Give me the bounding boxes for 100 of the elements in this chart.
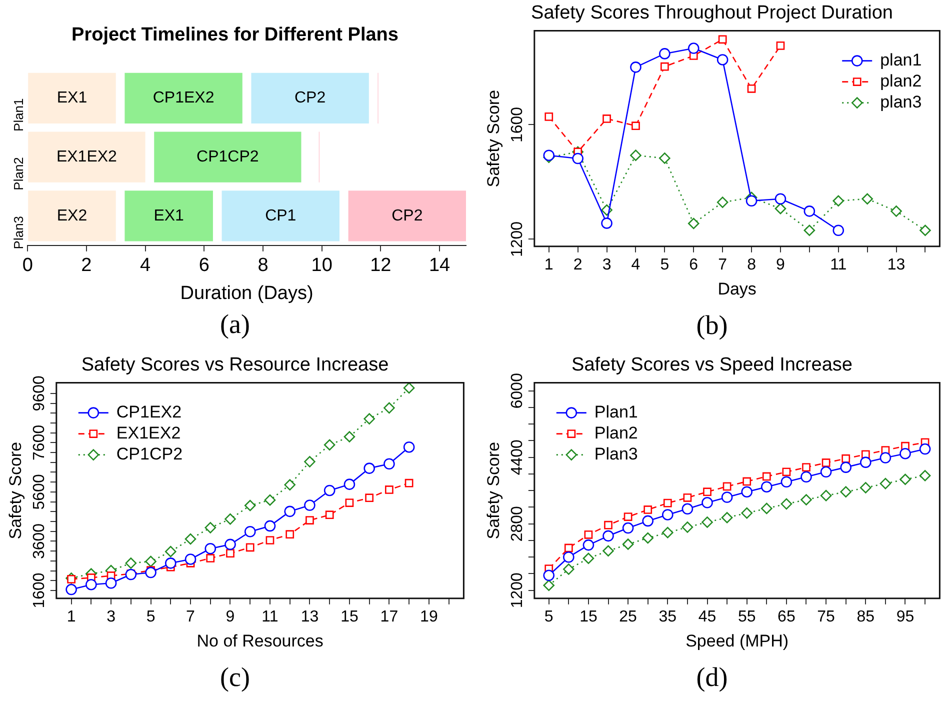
point <box>716 54 728 66</box>
x-tick-label: 35 <box>658 608 677 626</box>
point <box>264 520 276 532</box>
x-tick-label: 2 <box>81 255 92 276</box>
point <box>776 42 785 50</box>
point <box>880 452 892 464</box>
x-tick-label: 5 <box>146 608 156 626</box>
point <box>741 507 752 519</box>
y-axis-title: Safety Score <box>484 442 503 540</box>
x-tick-label: 55 <box>738 608 756 626</box>
point <box>244 500 256 512</box>
bar <box>222 190 340 242</box>
point <box>543 580 555 592</box>
x-tick-label: 15 <box>580 608 598 626</box>
x-axis-title: Duration (Days) <box>180 282 314 304</box>
bar <box>28 72 116 124</box>
x-axis-title: Days <box>718 279 756 298</box>
y-tick-label: 9600 <box>30 375 48 412</box>
point <box>900 474 911 486</box>
point <box>164 546 176 558</box>
y-tick-label: 2800 <box>508 506 526 542</box>
y-tick-label: 5600 <box>30 474 48 510</box>
x-tick-label: 11 <box>262 608 278 626</box>
point <box>306 516 314 524</box>
point <box>688 218 700 230</box>
point <box>184 533 196 545</box>
data-label: EX1EX2 <box>56 148 118 166</box>
point <box>880 478 892 490</box>
data-label: EX1 <box>154 207 184 224</box>
x-tick-label: 95 <box>896 608 914 626</box>
point <box>284 506 296 518</box>
bar <box>28 190 116 242</box>
point <box>304 456 316 468</box>
point <box>582 552 594 564</box>
x-tick-label: 8 <box>747 256 756 274</box>
point <box>325 510 334 520</box>
legend-label: Plan2 <box>594 423 638 442</box>
x-tick-label: 1 <box>544 256 554 274</box>
x-tick-label: 9 <box>226 608 235 626</box>
legend-label: CP1EX2 <box>116 402 182 422</box>
point <box>543 150 555 161</box>
data-label: CP2 <box>392 207 423 224</box>
legend-label: plan2 <box>880 71 922 90</box>
point <box>264 494 276 506</box>
bar <box>251 72 369 124</box>
point <box>920 224 931 236</box>
point <box>716 196 728 208</box>
y-tick-label: Plan3 <box>11 216 26 250</box>
point <box>630 62 642 73</box>
data-label: EX2 <box>56 207 88 224</box>
y-tick-label: 4400 <box>508 439 526 476</box>
y-tick-label: 6000 <box>508 372 526 409</box>
legend-label: plan3 <box>880 92 922 112</box>
point <box>344 478 356 490</box>
point <box>919 470 931 482</box>
point <box>746 195 758 207</box>
point <box>364 462 375 474</box>
point <box>284 479 296 490</box>
point <box>582 539 594 551</box>
point <box>125 558 137 569</box>
point <box>741 486 752 498</box>
point <box>659 152 670 164</box>
x-tick-label: 14 <box>428 255 451 276</box>
point <box>861 450 870 459</box>
bar <box>28 132 146 182</box>
point <box>860 456 872 468</box>
point <box>802 463 810 472</box>
chart-title: Safety Scores vs Resource Increase <box>81 354 389 376</box>
legend-label: Plan3 <box>594 444 638 464</box>
point <box>622 538 634 550</box>
point <box>246 543 254 552</box>
point <box>324 439 336 451</box>
x-tick-label: 2 <box>573 256 582 274</box>
point <box>602 545 614 557</box>
point <box>624 512 632 521</box>
point <box>659 48 670 60</box>
point <box>125 568 137 580</box>
x-tick-label: 65 <box>778 608 796 626</box>
x-tick-label: 45 <box>698 608 716 626</box>
point <box>703 488 712 496</box>
point <box>630 150 642 161</box>
point <box>721 512 733 524</box>
point <box>820 466 832 478</box>
x-tick-label: 6 <box>198 255 210 276</box>
point <box>722 482 732 491</box>
point <box>662 509 674 520</box>
x-tick-label: 4 <box>631 256 640 274</box>
data-label: CP2 <box>294 90 326 107</box>
point <box>682 522 694 533</box>
point <box>800 471 812 483</box>
point <box>660 62 669 71</box>
y-tick-label: Plan1 <box>11 98 26 132</box>
x-tick-label: 85 <box>856 608 875 626</box>
point <box>820 490 832 502</box>
text: (c) <box>219 662 251 693</box>
point <box>384 458 395 470</box>
point <box>66 584 77 596</box>
y-tick-label: Plan2 <box>11 157 26 190</box>
y-tick-label: 1200 <box>508 221 526 258</box>
point <box>718 35 727 44</box>
